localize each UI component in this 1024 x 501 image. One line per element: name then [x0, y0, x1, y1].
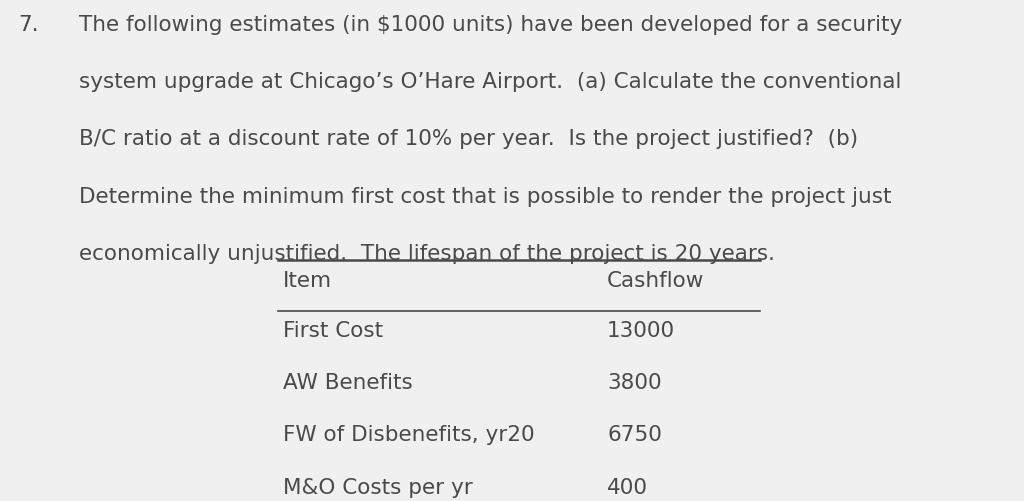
Text: FW of Disbenefits, yr20: FW of Disbenefits, yr20 [283, 424, 535, 444]
Text: 13000: 13000 [607, 320, 675, 340]
Text: system upgrade at Chicago’s O’Hare Airport.  (a) Calculate the conventional: system upgrade at Chicago’s O’Hare Airpo… [79, 72, 901, 92]
Text: M&O Costs per yr: M&O Costs per yr [283, 476, 472, 496]
Text: Cashflow: Cashflow [607, 271, 705, 291]
Text: 3800: 3800 [607, 372, 662, 392]
Text: Determine the minimum first cost that is possible to render the project just: Determine the minimum first cost that is… [79, 186, 891, 206]
Text: AW Benefits: AW Benefits [283, 372, 413, 392]
Text: B/C ratio at a discount rate of 10% per year.  Is the project justified?  (b): B/C ratio at a discount rate of 10% per … [79, 129, 858, 149]
Text: Item: Item [283, 271, 332, 291]
Text: First Cost: First Cost [283, 320, 383, 340]
Text: economically unjustified.  The lifespan of the project is 20 years.: economically unjustified. The lifespan o… [79, 243, 775, 263]
Text: 6750: 6750 [607, 424, 662, 444]
Text: 7.: 7. [18, 15, 39, 35]
Text: The following estimates (in $1000 units) have been developed for a security: The following estimates (in $1000 units)… [79, 15, 902, 35]
Text: 400: 400 [607, 476, 648, 496]
